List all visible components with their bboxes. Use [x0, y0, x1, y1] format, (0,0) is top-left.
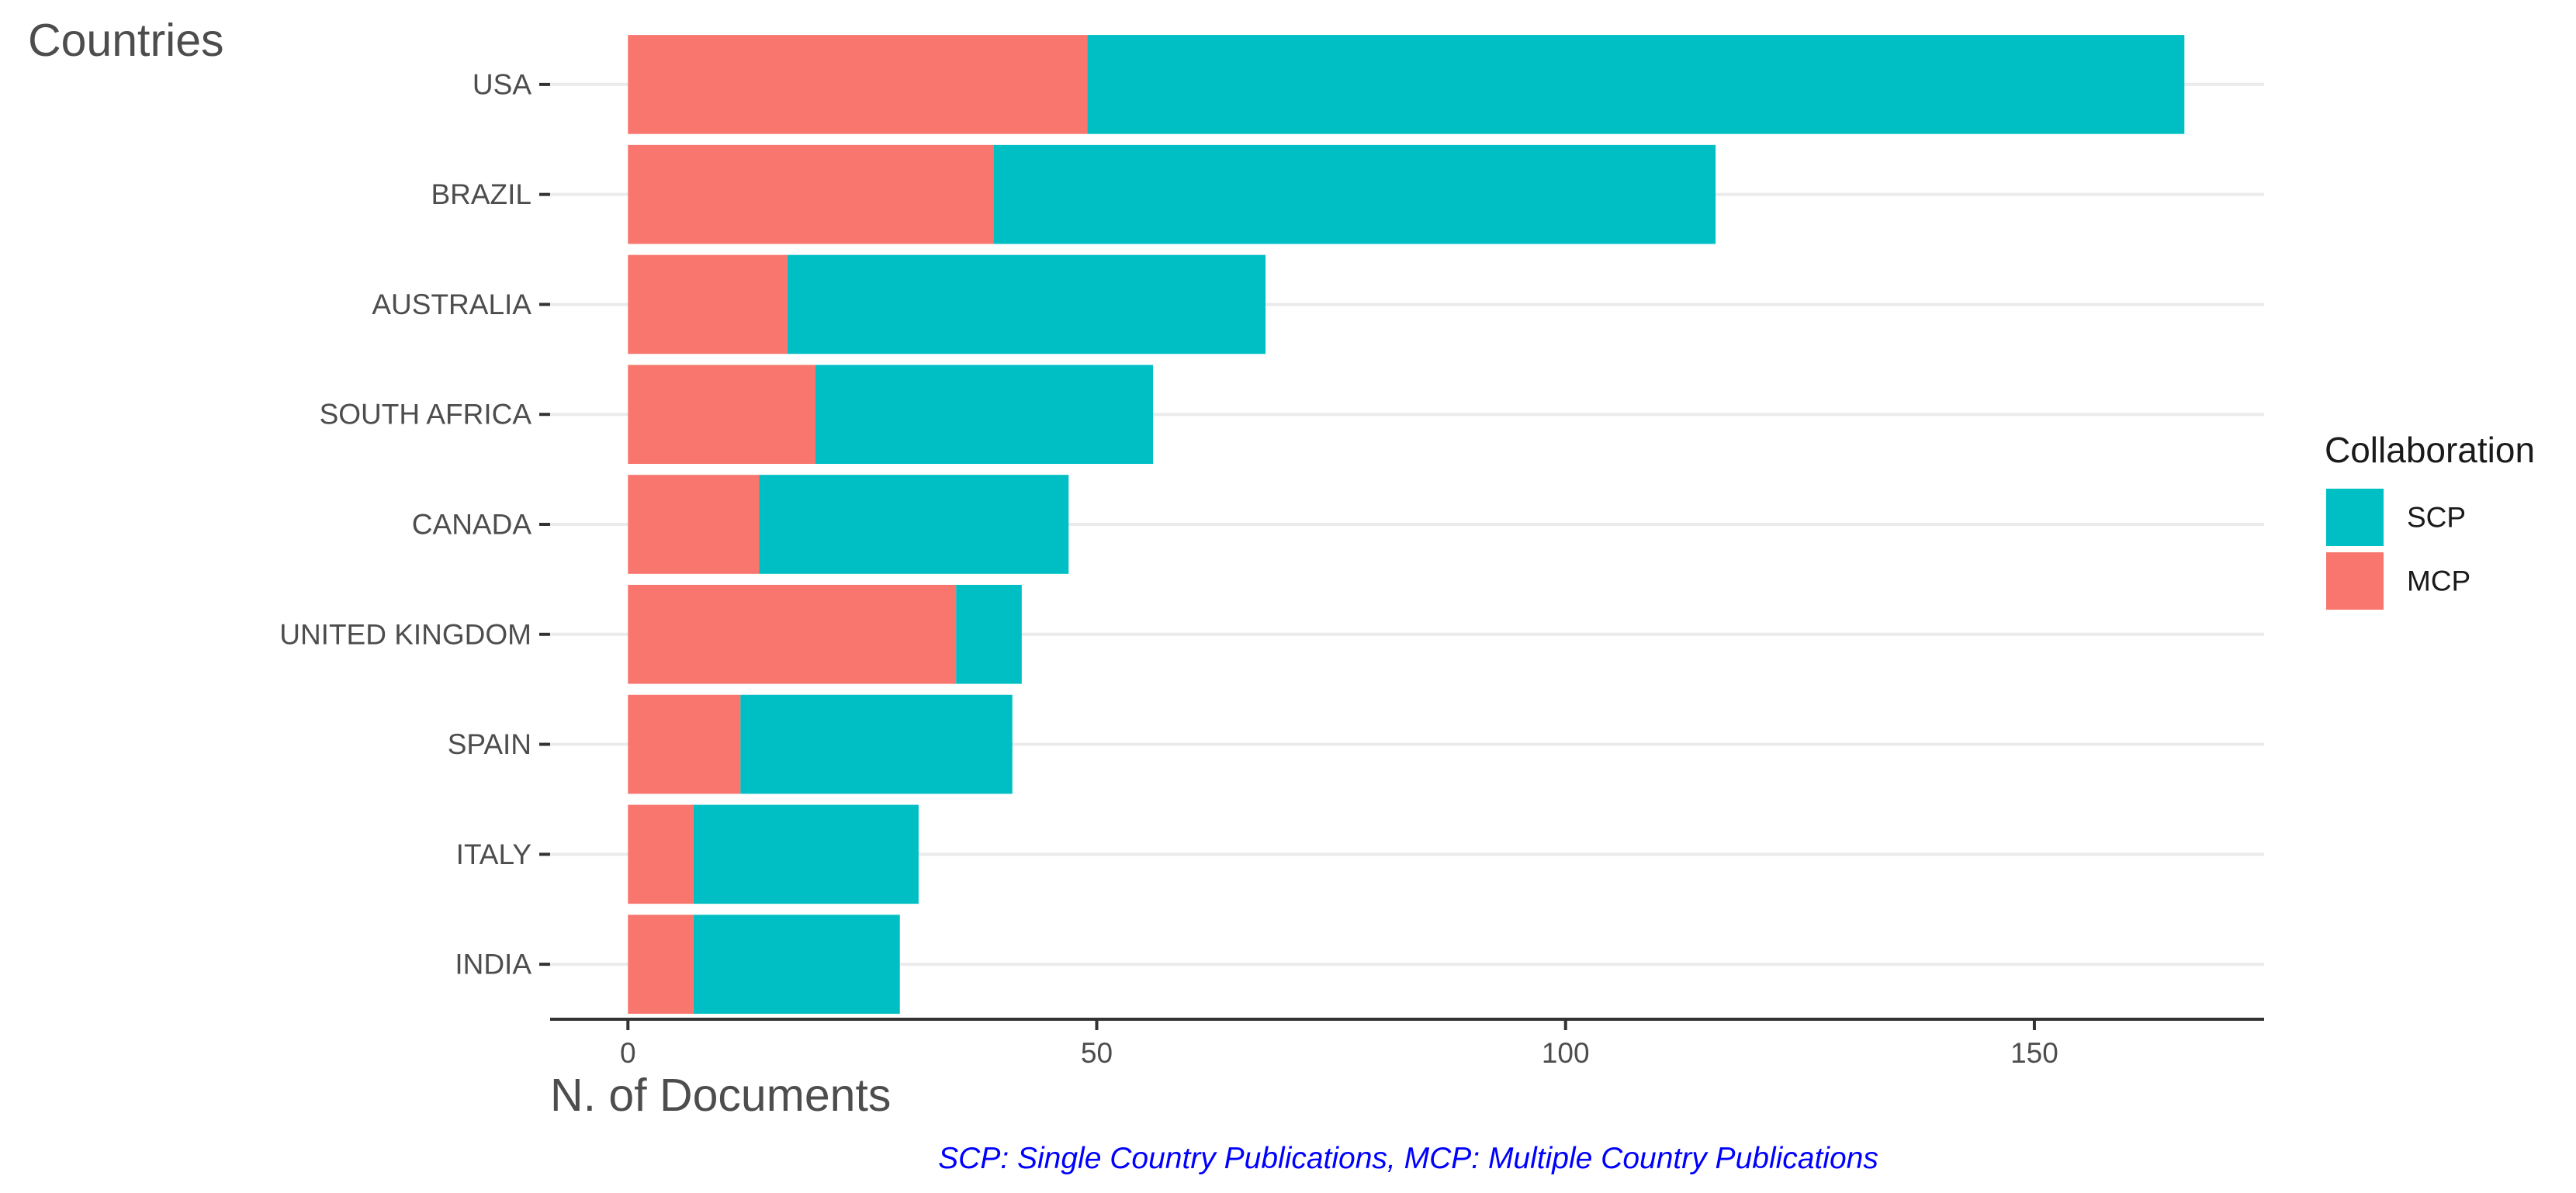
- bar-mcp-spain: [628, 694, 741, 794]
- y-tick-label: UNITED KINGDOM: [279, 618, 531, 650]
- y-tick-label: INDIA: [455, 949, 531, 980]
- caption: SCP: Single Country Publications, MCP: M…: [938, 1142, 1878, 1175]
- bar-scp-south-africa: [815, 365, 1154, 465]
- bar-mcp-united-kingdom: [628, 584, 957, 684]
- y-tick-label: CANADA: [412, 509, 532, 541]
- bar-mcp-usa: [628, 35, 1088, 134]
- legend-title: Collaboration: [2325, 430, 2535, 470]
- x-tick-label: 0: [620, 1037, 636, 1069]
- y-tick-label: SPAIN: [448, 728, 531, 760]
- legend-label-scp: SCP: [2407, 502, 2466, 534]
- x-tick-label: 50: [1081, 1037, 1113, 1069]
- y-tick-label: AUSTRALIA: [372, 289, 531, 320]
- legend-label-mcp: MCP: [2407, 565, 2470, 597]
- y-axis: USA BRAZIL AUSTRALIA SOUTH AFRICA CANADA UNIT…: [279, 68, 550, 980]
- y-tick-label: ITALY: [456, 839, 531, 870]
- x-axis: 0 50 100 150: [550, 1018, 2264, 1069]
- x-axis-label: N. of Documents: [550, 1070, 891, 1121]
- y-tick-label: BRAZIL: [431, 178, 531, 210]
- x-tick-label: 100: [1542, 1037, 1590, 1069]
- legend: Collaboration SCP MCP: [2325, 430, 2535, 610]
- bar-mcp-italy: [628, 804, 694, 904]
- x-tick-label: 150: [2010, 1037, 2058, 1069]
- bar-mcp-brazil: [628, 144, 994, 244]
- bar-mcp-south-africa: [628, 365, 815, 465]
- y-tick-label: USA: [473, 68, 531, 100]
- bars: [628, 35, 2185, 1014]
- bar-scp-canada: [759, 475, 1069, 574]
- bar-mcp-australia: [628, 254, 788, 354]
- bar-scp-italy: [693, 804, 919, 904]
- bar-scp-brazil: [993, 144, 1716, 244]
- bar-scp-united-kingdom: [956, 584, 1022, 684]
- bar-scp-usa: [1087, 35, 2185, 134]
- bar-scp-australia: [787, 254, 1266, 354]
- bar-scp-india: [693, 915, 900, 1014]
- bar-mcp-canada: [628, 475, 760, 574]
- bar-mcp-india: [628, 915, 694, 1014]
- bar-scp-spain: [740, 694, 1013, 794]
- legend-key-scp: [2326, 489, 2384, 546]
- chart-title: Countries: [28, 15, 224, 66]
- y-tick-label: SOUTH AFRICA: [320, 399, 532, 431]
- legend-key-mcp: [2326, 552, 2384, 610]
